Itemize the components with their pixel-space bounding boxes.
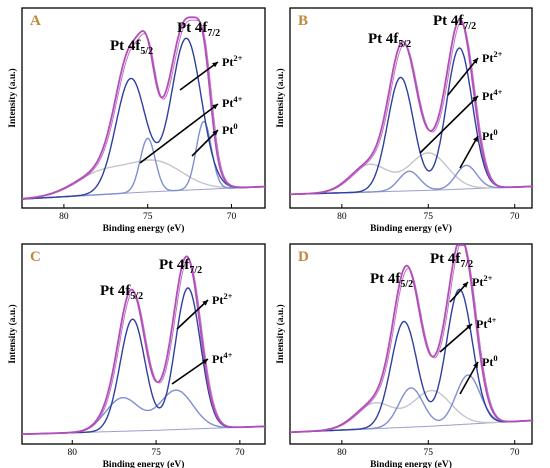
plot-frame [289, 7, 533, 209]
oxidation-state-label: Pt4+ [212, 350, 233, 366]
panel-letter: D [298, 249, 309, 265]
series-pt-third [290, 389, 532, 433]
oxidation-state-label: Pt4+ [476, 315, 497, 331]
series-envelope-fit [291, 21, 534, 195]
annotation-arrow [179, 61, 219, 91]
arrow-head [212, 104, 218, 110]
y-axis-label: Intensity (a.u.) [275, 68, 286, 127]
y-axis-label: Intensity (a.u.) [7, 304, 18, 363]
series-pt-main [289, 47, 533, 195]
plot-frame [289, 243, 533, 445]
x-tick-label: 75 [143, 212, 153, 222]
x-axis-label: Binding energy (eV) [370, 223, 452, 234]
series-pt-main [21, 37, 265, 200]
peak-label: Pt 4f7/2 [159, 257, 202, 276]
peak-label: Pt 4f5/2 [368, 31, 411, 50]
arrow-head [472, 58, 478, 64]
annotation-arrow [419, 95, 479, 154]
panel-A: 80 75 70 Binding energy (eV) Intensity (a.u.… [7, 7, 267, 234]
arrow-head [202, 359, 208, 365]
panel-letter: A [30, 13, 41, 29]
series-envelope [22, 255, 265, 436]
x-tick-label: 80 [337, 448, 347, 458]
peak-label: Pt 4f7/2 [177, 20, 220, 39]
annotation-arrow [139, 103, 219, 164]
oxidation-state-label: Pt0 [222, 121, 238, 137]
oxidation-state-label: Pt4+ [222, 94, 243, 110]
arrow-head [473, 136, 478, 142]
x-axis-label: Binding energy (eV) [370, 459, 452, 468]
peak-label: Pt 4f5/2 [110, 38, 153, 57]
arrow-head [473, 362, 478, 368]
oxidation-state-label: Pt2+ [222, 53, 243, 69]
arrow-head [462, 282, 468, 288]
oxidation-state-label: Pt2+ [212, 291, 233, 307]
x-tick-label: 70 [510, 448, 520, 458]
oxidation-state-label: Pt4+ [482, 87, 503, 103]
x-tick-label: 75 [424, 212, 434, 222]
series-pt-main [22, 287, 265, 435]
x-axis-label: Binding energy (eV) [103, 459, 185, 468]
series-envelope [289, 18, 533, 196]
oxidation-state-label: Pt2+ [482, 49, 503, 65]
panel-D: 80 75 70 Binding energy (eV) Intensity (a.u.… [275, 243, 534, 468]
y-axis-label: Intensity (a.u.) [7, 68, 18, 127]
series-envelope [21, 16, 265, 200]
arrow-head [212, 62, 218, 68]
arrow-head [212, 130, 218, 136]
x-tick-label: 70 [227, 212, 237, 222]
x-axis-label: Binding energy (eV) [103, 223, 185, 234]
plot-frame [21, 7, 266, 209]
x-tick-label: 80 [337, 212, 347, 222]
panel-letter: C [30, 249, 41, 265]
arrow-head [466, 324, 472, 330]
series-envelope-fit [23, 19, 267, 200]
plot-frame [21, 243, 266, 445]
annotation-arrow [176, 299, 209, 330]
series-envelope-fit [291, 244, 534, 433]
annotation-arrow [171, 358, 209, 385]
panel-letter: B [298, 13, 308, 29]
series-pt-main [290, 288, 532, 433]
peak-label: Pt 4f5/2 [370, 271, 413, 290]
x-tick-label: 75 [424, 448, 434, 458]
peak-label: Pt 4f7/2 [430, 251, 473, 270]
oxidation-state-label: Pt0 [482, 127, 498, 143]
x-tick-label: 80 [68, 448, 78, 458]
series-pt-secondary [289, 164, 533, 195]
x-tick-label: 70 [510, 212, 520, 222]
annotation-arrow [447, 57, 479, 96]
peak-label: Pt 4f7/2 [433, 13, 476, 32]
arrow-head [202, 300, 208, 306]
panel-B: 80 75 70 Binding energy (eV) Intensity (a.u.… [275, 7, 534, 234]
annotation-arrow [439, 323, 473, 353]
series-pt-third [21, 159, 265, 200]
oxidation-state-label: Pt0 [482, 353, 498, 369]
oxidation-state-label: Pt2+ [472, 273, 493, 289]
series-envelope-fit [23, 258, 267, 435]
panel-C: 80 75 70 Binding energy (eV) Intensity (a.u.… [7, 243, 267, 468]
annotation-arrow [191, 129, 219, 157]
y-axis-label: Intensity (a.u.) [275, 304, 286, 363]
annotation-arrow [459, 361, 479, 395]
x-tick-label: 70 [235, 448, 245, 458]
x-tick-label: 75 [151, 448, 161, 458]
arrow-head [472, 96, 478, 102]
peak-label: Pt 4f5/2 [100, 283, 143, 302]
annotation-arrow [459, 135, 479, 169]
x-tick-label: 80 [59, 212, 69, 222]
